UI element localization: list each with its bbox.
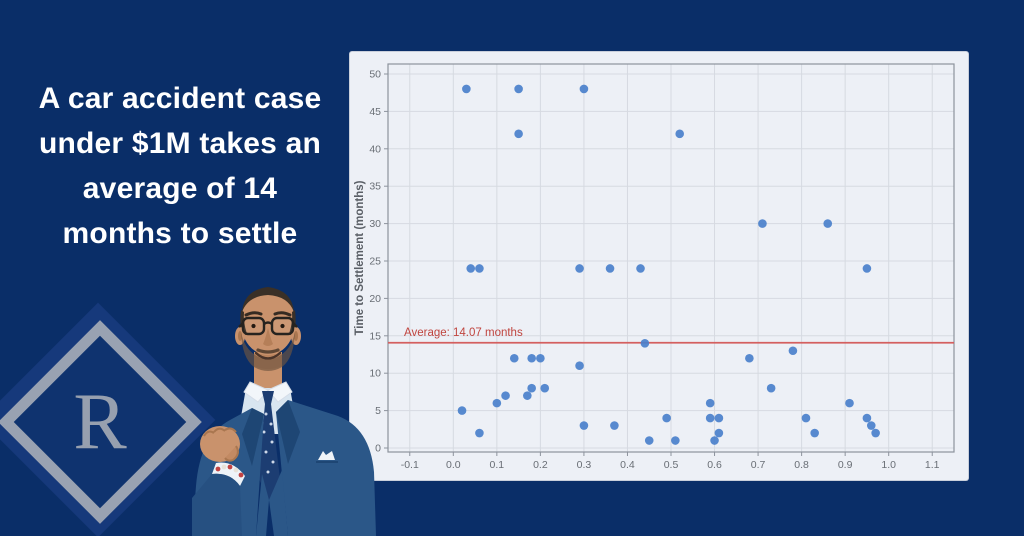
headline-line-4: months to settle xyxy=(62,217,298,250)
data-point xyxy=(845,398,854,408)
data-point xyxy=(636,264,645,273)
data-point xyxy=(579,84,589,94)
data-point xyxy=(766,383,776,393)
data-point xyxy=(492,398,502,408)
svg-text:0.7: 0.7 xyxy=(751,459,766,471)
data-point xyxy=(514,84,523,94)
svg-text:10: 10 xyxy=(369,368,381,380)
svg-text:0.5: 0.5 xyxy=(664,459,679,471)
data-point xyxy=(866,421,876,430)
average-line-label: Average: 14.07 months xyxy=(404,327,523,339)
data-point xyxy=(509,353,519,363)
svg-text:0.0: 0.0 xyxy=(446,459,461,471)
data-point xyxy=(871,428,880,438)
data-point xyxy=(714,413,724,423)
data-point xyxy=(501,391,510,400)
tick-marks xyxy=(384,73,933,456)
data-point xyxy=(605,264,615,273)
data-point xyxy=(788,346,798,356)
data-point xyxy=(801,413,811,423)
x-tick-labels: -0.1 0.0 0.1 0.2 0.3 0.4 0.5 0.6 0.7 0.8 0.9 1.0 1.1 xyxy=(401,459,940,471)
svg-text:35: 35 xyxy=(369,181,381,193)
svg-text:1.0: 1.0 xyxy=(881,459,896,471)
data-point xyxy=(523,391,532,400)
y-axis-label: Time to Settlement (months) xyxy=(354,180,366,335)
data-points xyxy=(457,84,880,445)
data-point xyxy=(705,398,715,408)
data-point xyxy=(823,219,833,228)
svg-text:50: 50 xyxy=(369,69,381,81)
data-point xyxy=(662,413,671,423)
y-tick-labels: 0 5 10 15 20 25 30 35 40 45 50 xyxy=(369,69,381,455)
svg-text:45: 45 xyxy=(369,106,381,118)
svg-text:-0.1: -0.1 xyxy=(401,459,419,471)
photo-beard xyxy=(241,332,295,371)
photo-pocket-square xyxy=(318,451,335,460)
data-point xyxy=(527,353,536,363)
data-point xyxy=(475,428,484,438)
logo-letter-r: R xyxy=(73,377,127,466)
data-point xyxy=(540,383,550,393)
photo-raised-fist xyxy=(192,426,245,536)
data-point xyxy=(810,428,819,438)
data-point xyxy=(457,406,467,415)
data-point xyxy=(610,421,619,430)
data-point xyxy=(644,436,654,445)
data-point xyxy=(475,264,484,273)
svg-text:0.3: 0.3 xyxy=(577,459,592,471)
data-point xyxy=(745,353,754,363)
data-point xyxy=(640,338,650,348)
svg-text:0.6: 0.6 xyxy=(707,459,722,471)
headline-line-3: average of 14 xyxy=(82,172,278,205)
data-point xyxy=(671,436,680,445)
data-point xyxy=(758,219,767,228)
svg-text:0.9: 0.9 xyxy=(838,459,853,471)
svg-text:15: 15 xyxy=(369,330,381,342)
headline: A car accident case under $1M takes an a… xyxy=(10,76,350,256)
svg-text:0.4: 0.4 xyxy=(620,459,635,471)
scatter-chart: Average: 14.07 months -0.1 0.0 0.1 0.2 0.3 0.4… xyxy=(354,63,955,471)
data-point xyxy=(514,129,523,139)
data-point xyxy=(862,413,872,423)
data-point xyxy=(466,264,476,273)
svg-text:5: 5 xyxy=(375,405,381,417)
data-point xyxy=(462,84,471,94)
data-point xyxy=(575,361,584,371)
photo-hair xyxy=(242,287,294,312)
data-point xyxy=(579,421,589,430)
gridlines xyxy=(388,64,954,452)
svg-text:0.2: 0.2 xyxy=(533,459,548,471)
svg-text:40: 40 xyxy=(369,143,381,155)
svg-text:20: 20 xyxy=(369,293,381,305)
headline-line-1: A car accident case xyxy=(38,82,322,115)
data-point xyxy=(536,353,545,363)
data-point xyxy=(675,129,685,139)
attorney-photo xyxy=(192,287,376,536)
chart-card: Average: 14.07 months -0.1 0.0 0.1 0.2 0.3 0.4… xyxy=(350,52,968,480)
data-point xyxy=(710,436,719,445)
data-point xyxy=(714,428,724,438)
data-point xyxy=(575,264,584,273)
data-point xyxy=(705,413,715,423)
svg-text:1.1: 1.1 xyxy=(925,459,940,471)
svg-text:30: 30 xyxy=(369,218,381,230)
svg-text:0.1: 0.1 xyxy=(490,459,505,471)
headline-line-2: under $1M takes an xyxy=(38,127,322,160)
svg-text:25: 25 xyxy=(369,256,381,268)
data-point xyxy=(527,383,536,393)
photo-smile xyxy=(254,351,282,360)
svg-text:0: 0 xyxy=(375,443,381,455)
svg-text:0.8: 0.8 xyxy=(794,459,809,471)
data-point xyxy=(862,264,872,273)
